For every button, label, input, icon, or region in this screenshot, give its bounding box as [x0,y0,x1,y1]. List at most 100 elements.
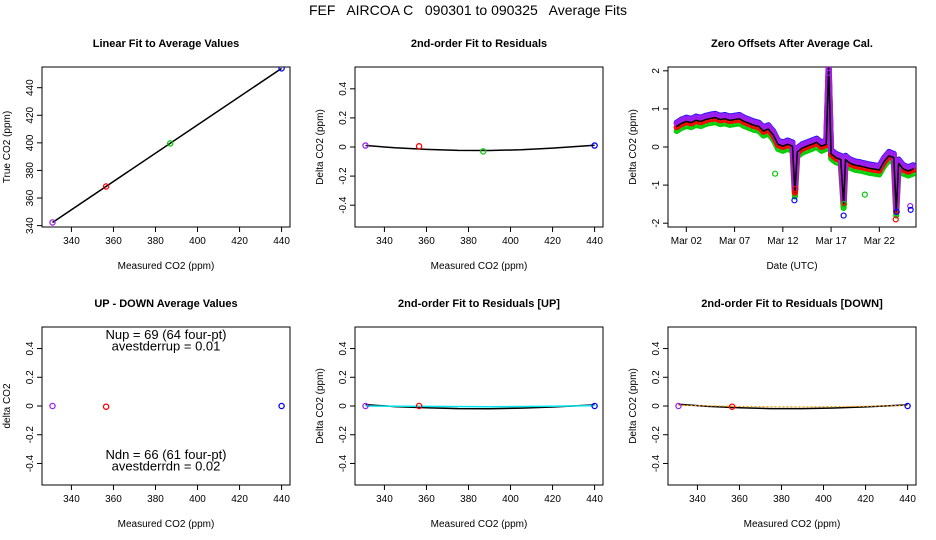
x-tick-label: Mar 17 [816,236,848,247]
x-axis-label: Measured CO2 (ppm) [744,519,841,530]
data-point [166,140,174,147]
data-point [591,402,598,410]
data-point [102,403,110,410]
fit-line-0 [365,144,595,152]
chart-panel-1: Linear Fit to Average Values 340 360 380 400… [2,38,291,272]
panel-title: Linear Fit to Average Values [93,38,240,50]
chart-panel-4: UP - DOWN Average Values 340 360 380 400 420 4… [2,298,291,530]
x-tick-label: 440 [586,494,603,505]
annotation-text: avestderrup = 0.01 [112,339,221,354]
series-line-4 [675,67,914,212]
y-tick-label: 0 [651,144,662,150]
x-tick-label: 380 [147,494,164,505]
outlier-point [792,185,799,193]
y-tick-label: 0.4 [651,341,662,355]
data-point [362,402,369,410]
x-tick-label: 420 [231,494,248,505]
y-tick-label: 360 [25,189,36,206]
data-point [49,219,56,226]
x-tick-label: 440 [899,494,916,505]
x-tick-label: 440 [273,494,290,505]
outlier-point [861,191,868,198]
y-tick-label: 0.2 [338,111,349,125]
y-tick-label: 0.4 [25,341,36,355]
annotation-text: Nup = 69 (64 four-pt) [105,327,226,342]
y-tick-label: -0.4 [338,196,349,214]
x-tick-label: 420 [231,236,248,247]
x-tick-label: Mar 22 [864,236,896,247]
y-tick-label: 0.2 [651,370,662,384]
x-tick-label: 360 [418,494,435,505]
y-tick-label: 400 [25,134,36,151]
panel-title: Zero Offsets After Average Cal. [711,38,873,50]
plot-area [362,402,598,410]
y-tick-label: -0.2 [338,426,349,444]
outlier-point [907,202,914,210]
y-tick-label: -0.2 [338,167,349,185]
data-point [278,402,285,410]
x-tick-label: 340 [63,236,80,247]
plot-area [49,402,285,410]
x-tick-label: 340 [376,236,393,247]
x-axis-label: Measured CO2 (ppm) [431,519,528,530]
fit-line-1 [365,404,595,408]
x-tick-label: 400 [815,494,832,505]
y-axis-label: delta CO2 [2,383,13,428]
x-tick-label: 380 [460,236,477,247]
y-tick-label: 0 [338,403,349,409]
series-point [827,67,830,68]
y-tick-label: 0 [25,403,36,409]
panel-title: 2nd-order Fit to Residuals [411,38,547,50]
x-tick-label: 360 [105,236,122,247]
x-tick-label: 400 [502,494,519,505]
data-point [278,67,285,72]
outlier-point [825,69,832,76]
data-point [49,402,56,410]
outlier-point [907,206,914,213]
data-point [415,402,423,410]
data-point [728,403,736,410]
y-axis-label: True CO2 (ppm) [2,111,13,183]
y-tick-label: 440 [25,79,36,96]
data-point [675,402,682,410]
y-tick-label: 380 [25,162,36,179]
plot-area [49,67,285,226]
x-tick-label: 380 [460,494,477,505]
outlier-point [791,197,798,204]
outlier-point [892,216,899,223]
x-tick-label: 340 [689,494,706,505]
y-tick-label: 420 [25,106,36,123]
x-tick-label: 360 [731,494,748,505]
data-point [479,148,487,155]
panel-title: 2nd-order Fit to Residuals [UP] [398,298,560,310]
data-point [102,183,110,190]
x-tick-label: 400 [502,236,519,247]
page-title: FEF AIRCOA C 090301 to 090325 Average Fi… [308,2,628,18]
y-axis-label: Delta CO2 (ppm) [628,368,639,444]
y-tick-label: -1 [651,180,662,189]
outlier-point [893,208,900,215]
annotation-text: avestderrdn = 0.02 [112,459,221,474]
chart-panel-6: 2nd-order Fit to Residuals [DOWN] 340 360 3… [628,298,917,530]
y-axis-label: Delta CO2 (ppm) [315,368,326,444]
x-axis-label: Measured CO2 (ppm) [118,519,215,530]
y-tick-label: 0.4 [338,341,349,355]
panel-title: 2nd-order Fit to Residuals [DOWN] [701,298,883,310]
chart-panel-5: 2nd-order Fit to Residuals [UP] 340 360 380… [315,298,604,530]
plot-frame [41,66,291,228]
series-line-3 [673,67,916,211]
y-tick-label: 2 [651,68,662,74]
y-tick-label: 0.2 [25,370,36,384]
x-tick-label: 400 [189,236,206,247]
plot-area [675,402,911,410]
fit-line-0 [52,67,283,224]
x-tick-label: 420 [544,236,561,247]
chart-panel-3: Zero Offsets After Average Cal. Mar 02 Mar… [628,38,917,272]
y-tick-label: 0 [338,144,349,150]
x-axis-label: Measured CO2 (ppm) [431,261,528,272]
x-tick-label: 340 [63,494,80,505]
x-tick-label: 340 [376,494,393,505]
y-tick-label: -0.2 [651,426,662,444]
plot-area [362,142,598,155]
